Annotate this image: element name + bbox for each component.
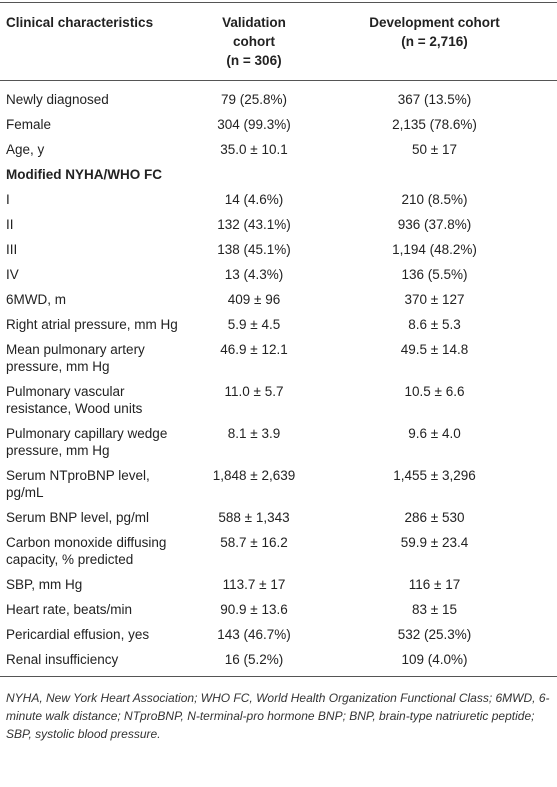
row-label: Renal insufficiency: [6, 652, 119, 667]
row-label: Carbon monoxide diffusing capacity, % pr…: [6, 535, 167, 567]
row-label: SBP, mm Hg: [6, 577, 83, 592]
table-row: Carbon monoxide diffusing capacity, % pr…: [0, 530, 557, 572]
table-row: Age, y 35.0 ± 10.1 50 ± 17: [0, 137, 557, 162]
header-cell: Clinical characteristics: [0, 3, 196, 81]
cell-value: 79 (25.8%): [220, 92, 288, 107]
header-line: (n = 2,716): [401, 34, 468, 49]
cell-value: 8.1 ± 3.9: [227, 426, 281, 441]
table-row: Heart rate, beats/min 90.9 ± 13.6 83 ± 15: [0, 597, 557, 622]
cell-value: 10.5 ± 6.6: [404, 384, 465, 399]
table-row: III 138 (45.1%) 1,194 (48.2%): [0, 237, 557, 262]
table-row: Pulmonary vascular resistance, Wood unit…: [0, 379, 557, 421]
cell-value: 1,194 (48.2%): [392, 242, 477, 257]
cell-value: 143 (46.7%): [217, 627, 291, 642]
cell-value: 11.0 ± 5.7: [224, 384, 284, 399]
table-row: II 132 (43.1%) 936 (37.8%): [0, 212, 557, 237]
footnote: NYHA, New York Heart Association; WHO FC…: [6, 691, 550, 741]
cell-value: 59.9 ± 23.4: [400, 535, 469, 550]
table-row: I 14 (4.6%) 210 (8.5%): [0, 187, 557, 212]
header-line: Clinical characteristics: [6, 15, 154, 30]
cell-value: 109 (4.0%): [401, 652, 468, 667]
table-row: SBP, mm Hg 113.7 ± 17 116 ± 17: [0, 572, 557, 597]
row-label: Heart rate, beats/min: [6, 602, 133, 617]
cell-value: 136 (5.5%): [401, 267, 468, 282]
table-row: Mean pulmonary artery pressure, mm Hg 46.…: [0, 337, 557, 379]
cell-value: 138 (45.1%): [217, 242, 291, 257]
header-cell: Validation cohort (n = 306): [196, 3, 312, 81]
row-label: III: [6, 242, 18, 257]
cell-value: 13 (4.3%): [224, 267, 284, 282]
row-label: 6MWD, m: [6, 292, 66, 307]
row-label: Mean pulmonary artery pressure, mm Hg: [6, 342, 145, 374]
table-header: Clinical characteristics Validation cohor…: [0, 2, 557, 81]
cell-value: 936 (37.8%): [397, 217, 472, 232]
header-cell: Development cohort (n = 2,716): [312, 3, 557, 81]
table-body: Newly diagnosed 79 (25.8%) 367 (13.5%) Fema…: [0, 81, 557, 677]
data-table: Clinical characteristics Validation cohor…: [0, 2, 557, 677]
table-row: Pulmonary capillary wedge pressure, mm H…: [0, 421, 557, 463]
row-label: Female: [6, 117, 52, 132]
row-label: IV: [6, 267, 19, 282]
cell-value: 1,455 ± 3,296: [393, 468, 476, 483]
cell-value: 210 (8.5%): [401, 192, 468, 207]
cell-value: 46.9 ± 12.1: [220, 342, 288, 357]
cell-value: 49.5 ± 14.8: [400, 342, 469, 357]
cell-value: 5.9 ± 4.5: [227, 317, 281, 332]
cell-value: 367 (13.5%): [397, 92, 472, 107]
cell-value: 8.6 ± 5.3: [408, 317, 461, 332]
table-row: Right atrial pressure, mm Hg 5.9 ± 4.5 8.6…: [0, 312, 557, 337]
row-label: Serum BNP level, pg/ml: [6, 510, 150, 525]
header-line: Validation cohort: [222, 15, 286, 49]
table-row: Serum NTproBNP level, pg/mL 1,848 ± 2,639…: [0, 463, 557, 505]
row-label: Pulmonary capillary wedge pressure, mm H…: [6, 426, 168, 458]
header-line: (n = 306): [226, 53, 282, 68]
row-label: Age, y: [6, 142, 45, 157]
cell-value: 132 (43.1%): [217, 217, 291, 232]
cell-value: 14 (4.6%): [224, 192, 284, 207]
cell-value: 116 ± 17: [408, 577, 461, 592]
cell-value: 588 ± 1,343: [218, 510, 290, 525]
cell-value: 50 ± 17: [412, 142, 457, 157]
header-line: Development cohort: [369, 15, 500, 30]
cell-value: 532 (25.3%): [397, 627, 472, 642]
row-label: Pulmonary vascular resistance, Wood unit…: [6, 384, 143, 416]
cell-value: 286 ± 530: [404, 510, 465, 525]
cell-value: 1,848 ± 2,639: [212, 468, 296, 483]
table-row: Newly diagnosed 79 (25.8%) 367 (13.5%): [0, 81, 557, 113]
cell-value: 9.6 ± 4.0: [408, 426, 461, 441]
cell-value: 58.7 ± 16.2: [220, 535, 288, 550]
cell-value: 113.7 ± 17: [222, 577, 286, 592]
row-label: Pericardial effusion, yes: [6, 627, 150, 642]
table-row: Female 304 (99.3%) 2,135 (78.6%): [0, 112, 557, 137]
table-row: 6MWD, m 409 ± 96 370 ± 127: [0, 287, 557, 312]
row-label: Right atrial pressure, mm Hg: [6, 317, 178, 332]
cell-value: 409 ± 96: [227, 292, 281, 307]
section-heading: Modified NYHA/WHO FC: [6, 167, 162, 182]
cell-value: 35.0 ± 10.1: [220, 142, 288, 157]
table-row: Renal insufficiency 16 (5.2%) 109 (4.0%): [0, 647, 557, 677]
cell-value: 370 ± 127: [404, 292, 465, 307]
cell-value: 83 ± 15: [412, 602, 457, 617]
row-label: II: [6, 217, 14, 232]
cell-value: 304 (99.3%): [217, 117, 291, 132]
table-row: Modified NYHA/WHO FC: [0, 162, 557, 187]
table-container: Clinical characteristics Validation cohor…: [0, 2, 557, 743]
cell-value: 90.9 ± 13.6: [220, 602, 288, 617]
table-row: Serum BNP level, pg/ml 588 ± 1,343 286 ± 5…: [0, 505, 557, 530]
row-label: Serum NTproBNP level, pg/mL: [6, 468, 150, 500]
row-label: I: [6, 192, 10, 207]
table-row: Pericardial effusion, yes 143 (46.7%) 532 …: [0, 622, 557, 647]
cell-value: 2,135 (78.6%): [392, 117, 477, 132]
header-row: Clinical characteristics Validation cohor…: [0, 2, 557, 81]
table-row: IV 13 (4.3%) 136 (5.5%): [0, 262, 557, 287]
row-label: Newly diagnosed: [6, 92, 109, 107]
cell-value: 16 (5.2%): [224, 652, 284, 667]
